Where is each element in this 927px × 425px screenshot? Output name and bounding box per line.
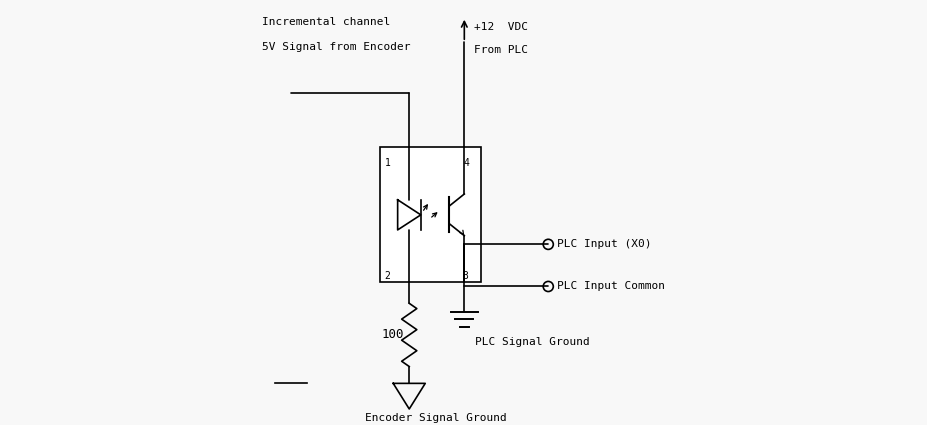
Bar: [379, 147, 480, 282]
Text: 3: 3: [462, 271, 467, 281]
Text: +12  VDC: +12 VDC: [473, 23, 527, 32]
Text: 100: 100: [381, 329, 404, 341]
Text: 5V Signal from Encoder: 5V Signal from Encoder: [261, 42, 410, 52]
Text: Incremental channel: Incremental channel: [261, 17, 389, 27]
Text: 1: 1: [385, 159, 390, 168]
Text: From PLC: From PLC: [473, 45, 527, 55]
Text: PLC Input Common: PLC Input Common: [556, 281, 664, 292]
Text: PLC Input (X0): PLC Input (X0): [556, 239, 651, 249]
Text: 4: 4: [463, 159, 468, 168]
Text: Encoder Signal Ground: Encoder Signal Ground: [364, 413, 506, 423]
Text: 2: 2: [385, 271, 390, 281]
Text: PLC Signal Ground: PLC Signal Ground: [475, 337, 589, 347]
